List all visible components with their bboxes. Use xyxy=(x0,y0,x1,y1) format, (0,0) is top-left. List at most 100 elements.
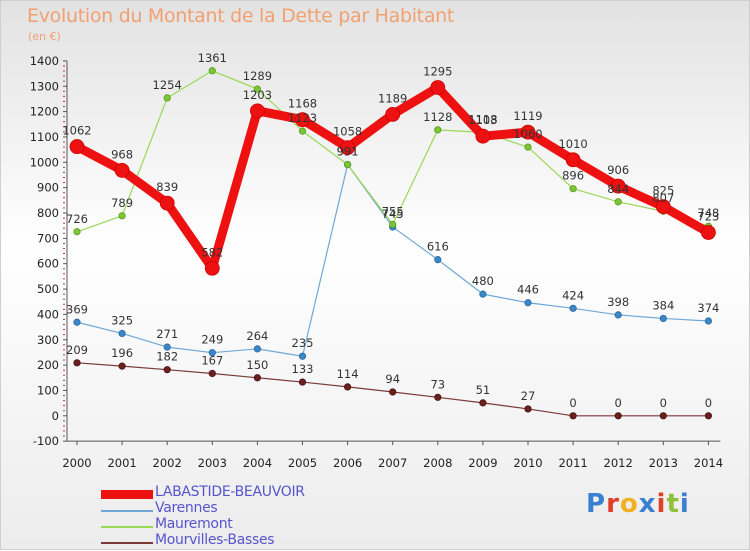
data-label-mourvilles-basses: 51 xyxy=(476,383,491,397)
y-tick-label: -100 xyxy=(33,434,59,448)
data-point-mourvilles-basses xyxy=(569,412,577,420)
data-point-mourvilles-basses xyxy=(389,388,397,396)
data-label-mourvilles-basses: 0 xyxy=(660,396,667,410)
data-label-mourvilles-basses: 182 xyxy=(156,350,178,364)
y-tick-label: 400 xyxy=(37,307,59,321)
y-tick-label: 700 xyxy=(37,231,59,245)
data-label-mauremont: 1060 xyxy=(513,127,542,141)
y-tick-label: 100 xyxy=(37,383,59,397)
data-point-varennes xyxy=(253,345,261,353)
data-point-mourvilles-basses xyxy=(479,399,487,407)
data-point-varennes xyxy=(614,311,622,319)
data-label-mauremont: 896 xyxy=(562,169,584,183)
data-point-mourvilles-basses xyxy=(118,362,126,370)
data-label-labastide-beauvoir: 1010 xyxy=(558,137,587,151)
data-label-varennes: 325 xyxy=(111,313,133,327)
data-label-mourvilles-basses: 196 xyxy=(111,346,133,360)
data-point-mauremont xyxy=(73,228,81,236)
data-point-labastide-beauvoir xyxy=(340,140,356,155)
data-label-mauremont: 748 xyxy=(697,206,719,220)
data-point-mourvilles-basses xyxy=(73,359,81,367)
data-label-labastide-beauvoir: 723 xyxy=(697,210,719,224)
legend-swatch xyxy=(101,526,153,528)
data-point-varennes xyxy=(524,299,532,307)
data-point-labastide-beauvoir xyxy=(204,260,220,276)
data-label-mourvilles-basses: 114 xyxy=(337,367,359,381)
data-label-varennes: 424 xyxy=(562,288,584,302)
data-point-labastide-beauvoir xyxy=(385,106,401,122)
data-label-mauremont: 726 xyxy=(66,212,88,226)
axes: -100010020030040050060070080090010001100… xyxy=(30,54,723,470)
y-tick-label: 0 xyxy=(52,409,59,423)
data-label-labastide-beauvoir: 1295 xyxy=(423,65,452,79)
data-label-varennes: 271 xyxy=(156,327,178,341)
y-tick-label: 600 xyxy=(37,257,59,271)
data-label-labastide-beauvoir: 1058 xyxy=(333,125,362,139)
x-tick-label: 2004 xyxy=(243,456,272,470)
data-point-varennes xyxy=(163,343,171,351)
data-point-varennes xyxy=(73,318,81,326)
x-tick-label: 2008 xyxy=(423,456,452,470)
data-label-mauremont: 1361 xyxy=(198,51,227,65)
x-tick-label: 2006 xyxy=(333,456,362,470)
data-label-mourvilles-basses: 27 xyxy=(521,389,536,403)
data-point-mauremont xyxy=(298,127,307,135)
data-label-labastide-beauvoir: 1062 xyxy=(62,124,91,138)
data-label-mourvilles-basses: 150 xyxy=(246,358,268,372)
data-point-labastide-beauvoir xyxy=(655,199,671,215)
data-point-mauremont xyxy=(569,185,577,193)
chart-unit: (en €) xyxy=(28,30,61,43)
data-label-mourvilles-basses: 167 xyxy=(201,353,223,367)
x-tick-label: 2012 xyxy=(604,456,633,470)
x-tick-label: 2007 xyxy=(378,456,407,470)
data-point-varennes xyxy=(659,314,667,323)
x-tick-label: 2005 xyxy=(288,456,317,470)
data-point-mourvilles-basses xyxy=(343,383,352,391)
data-label-varennes: 398 xyxy=(607,295,629,309)
data-point-labastide-beauvoir xyxy=(475,128,491,144)
x-tick-label: 2009 xyxy=(468,456,497,470)
data-point-labastide-beauvoir xyxy=(69,139,85,154)
y-tick-label: 500 xyxy=(37,282,59,296)
data-point-labastide-beauvoir xyxy=(565,152,581,168)
data-point-mauremont xyxy=(253,85,261,93)
data-label-mauremont: 789 xyxy=(111,196,133,210)
chart-title: Evolution du Montant de la Dette par Hab… xyxy=(27,5,455,27)
y-tick-label: 1000 xyxy=(30,155,59,169)
data-point-mauremont xyxy=(614,198,622,206)
legend-label: Mauremont xyxy=(155,516,233,532)
data-point-labastide-beauvoir xyxy=(295,112,310,128)
data-point-mourvilles-basses xyxy=(298,378,307,386)
data-point-varennes xyxy=(434,256,442,264)
data-point-mourvilles-basses xyxy=(163,366,171,374)
y-tick-label: 1400 xyxy=(30,54,59,68)
data-label-mauremont: 991 xyxy=(337,145,359,159)
data-point-mauremont xyxy=(343,160,352,169)
data-label-mourvilles-basses: 0 xyxy=(569,396,576,410)
data-point-labastide-beauvoir xyxy=(701,225,716,240)
data-label-mourvilles-basses: 133 xyxy=(292,362,314,376)
data-label-labastide-beauvoir: 1103 xyxy=(468,113,497,127)
data-label-varennes: 249 xyxy=(201,333,223,347)
data-label-mourvilles-basses: 0 xyxy=(615,396,622,410)
data-point-varennes xyxy=(298,352,307,360)
data-point-varennes xyxy=(704,317,713,325)
data-point-mourvilles-basses xyxy=(659,412,667,420)
data-label-mourvilles-basses: 0 xyxy=(705,396,712,410)
data-label-mauremont: 844 xyxy=(607,182,629,196)
data-point-varennes xyxy=(208,349,216,357)
data-label-mourvilles-basses: 94 xyxy=(385,372,400,386)
data-point-mauremont xyxy=(524,143,532,151)
y-tick-label: 200 xyxy=(37,358,59,372)
data-label-mauremont: 1118 xyxy=(468,112,497,126)
x-tick-label: 2011 xyxy=(558,456,587,470)
data-label-varennes: 616 xyxy=(427,240,449,254)
data-label-varennes: 991 xyxy=(337,145,359,159)
proxiti-logo: Proxiti xyxy=(586,489,690,519)
data-label-mourvilles-basses: 209 xyxy=(66,343,88,357)
data-point-mourvilles-basses xyxy=(704,412,713,420)
legend-label: Varennes xyxy=(155,500,218,516)
data-point-labastide-beauvoir xyxy=(114,163,130,178)
x-tick-label: 2000 xyxy=(62,456,91,470)
